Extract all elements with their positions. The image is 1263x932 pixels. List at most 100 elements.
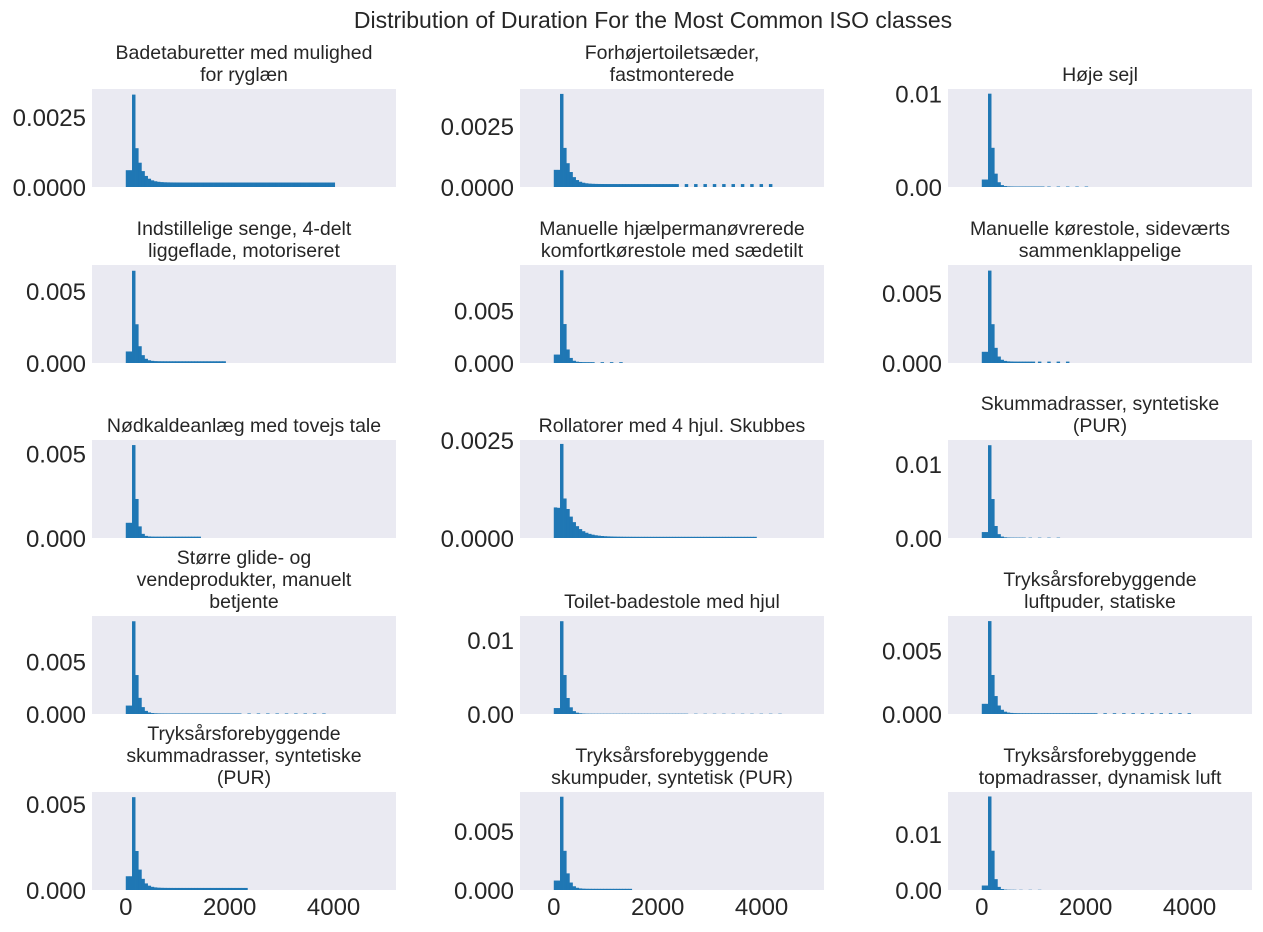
- histogram-bar: [154, 887, 157, 890]
- histogram-bar: [266, 713, 269, 714]
- histogram-bar: [585, 183, 588, 187]
- histogram-bar: [129, 876, 132, 890]
- histogram-bar: [1091, 713, 1094, 714]
- y-tick-label: 0.01: [895, 822, 942, 849]
- subplot-title-line: liggeflade, motoriseret: [148, 240, 340, 262]
- histogram-bar: [179, 537, 182, 538]
- histogram-bar: [185, 713, 188, 714]
- y-tick-label: 0.01: [895, 452, 942, 479]
- histogram-bar: [129, 706, 132, 714]
- histogram-bar: [135, 675, 138, 714]
- histogram-bar: [132, 621, 135, 714]
- histogram-bar: [563, 498, 566, 538]
- histogram-bar: [591, 535, 594, 538]
- histogram-bar: [201, 361, 204, 363]
- subplot-title: Rollatorer med 4 hjul. Skubbes: [539, 415, 806, 437]
- histogram-bar: [216, 183, 219, 187]
- histogram-bar: [563, 324, 566, 363]
- subplot-title-line: Toilet-badestole med hjul: [564, 591, 780, 613]
- histogram-bar: [991, 148, 994, 187]
- histogram-bar: [569, 358, 572, 363]
- histogram-bar: [635, 184, 638, 187]
- histogram-bar: [660, 184, 663, 187]
- histogram-bar: [569, 172, 572, 187]
- histogram-bar: [722, 537, 725, 538]
- histogram-bar: [307, 183, 310, 187]
- histogram-bar: [750, 184, 753, 187]
- histogram-bar: [1013, 362, 1016, 363]
- subplot-title-line: Skummadrasser, syntetiske: [981, 393, 1219, 415]
- histogram-bar: [753, 537, 756, 538]
- histogram-bar: [1066, 713, 1069, 714]
- histogram-bar: [210, 888, 213, 890]
- histogram-bar: [607, 536, 610, 538]
- histogram-bar: [588, 362, 591, 363]
- histogram-bar: [1082, 713, 1085, 714]
- histogram-bar: [669, 184, 672, 187]
- histogram-bar: [176, 537, 179, 538]
- y-tick-label: 0.00: [895, 878, 942, 905]
- histogram-bar: [988, 796, 991, 890]
- y-tick-label: 0.000: [454, 351, 514, 378]
- histogram-bar: [1057, 713, 1060, 714]
- histogram-bar: [557, 881, 560, 890]
- histogram-bar: [148, 886, 151, 890]
- y-tick-label: 0.00: [467, 702, 514, 729]
- histogram-bar: [304, 713, 307, 714]
- histogram-bar: [169, 182, 172, 187]
- histogram-bar: [991, 851, 994, 890]
- histogram-bar: [148, 712, 151, 714]
- histogram-bar: [179, 361, 182, 363]
- histogram-bar: [1078, 713, 1081, 714]
- histogram-bar: [1000, 710, 1003, 714]
- histogram-bar: [732, 537, 735, 538]
- histogram-bar: [232, 713, 235, 714]
- histogram-bar: [738, 537, 741, 538]
- subplot-title-line: Tryksårsforebyggende: [575, 745, 768, 767]
- histogram-bar: [1188, 713, 1191, 714]
- histogram-bar: [557, 508, 560, 538]
- histogram-bar: [675, 537, 678, 538]
- histogram-bar: [176, 182, 179, 187]
- histogram-bar: [194, 888, 197, 890]
- histogram-bar: [576, 180, 579, 187]
- subplot-title-line: komfortkørestole med sædetilt: [541, 240, 804, 262]
- histogram-bar: [1004, 537, 1007, 538]
- histogram-bar: [126, 351, 129, 363]
- y-tick-label: 0.000: [882, 702, 942, 729]
- histogram-bar: [263, 183, 266, 187]
- histogram-bar: [1022, 362, 1025, 363]
- histogram-bar: [141, 879, 144, 890]
- histogram-bar: [169, 361, 172, 363]
- histogram-bar: [1000, 889, 1003, 890]
- histogram-bar: [144, 359, 147, 363]
- histogram-bar: [594, 889, 597, 890]
- histogram-bar: [288, 183, 291, 187]
- histogram-bar: [1053, 713, 1056, 714]
- histogram-bar: [257, 713, 260, 714]
- histogram-bar: [710, 537, 713, 538]
- subplot-8: Rollatorer med 4 hjul. Skubbes0.00000.00…: [441, 415, 824, 553]
- histogram-bar: [257, 183, 260, 187]
- histogram-bar: [1041, 713, 1044, 714]
- histogram-bar: [735, 537, 738, 538]
- y-tick-label: 0.005: [26, 442, 86, 469]
- x-tick-label: 2000: [631, 894, 684, 921]
- histogram-bar: [622, 889, 625, 890]
- histogram-bar: [569, 517, 572, 538]
- histogram-bar: [694, 184, 697, 187]
- histogram-bar: [607, 889, 610, 890]
- histogram-bar: [604, 536, 607, 538]
- histogram-bar: [560, 444, 563, 538]
- subplot-title-line: Større glide- og: [177, 547, 311, 569]
- x-tick-label: 4000: [1163, 894, 1216, 921]
- histogram-bar: [148, 360, 151, 363]
- histogram-bar: [1103, 713, 1106, 714]
- histogram-bar: [703, 184, 706, 187]
- histogram-bar: [576, 713, 579, 714]
